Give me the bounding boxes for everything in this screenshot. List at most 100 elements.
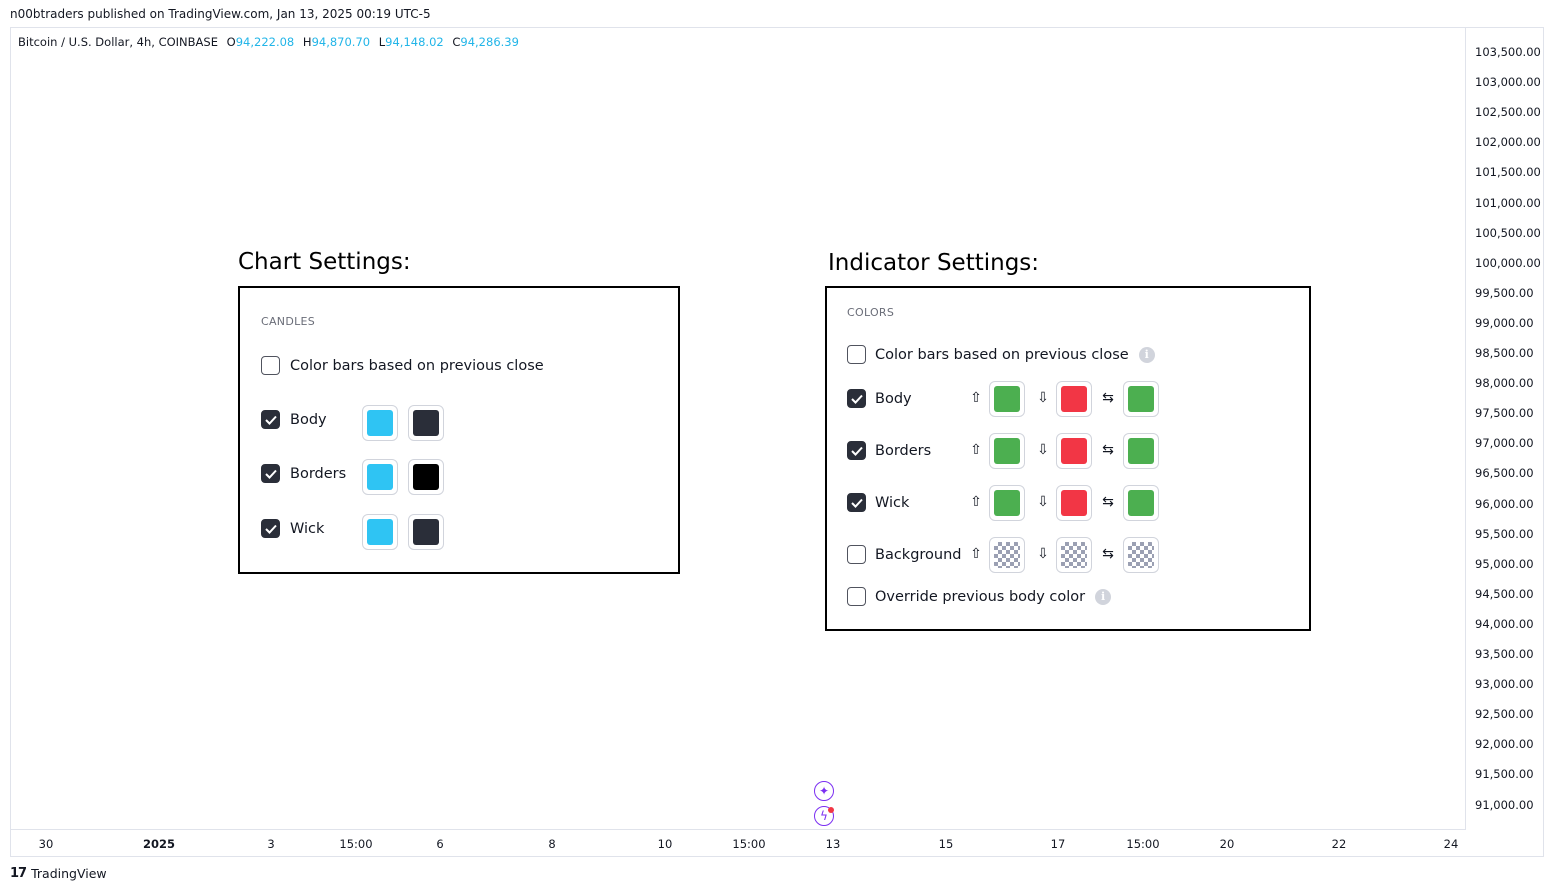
legend-open-value: 94,222.08 (235, 35, 295, 49)
arrow-down-icon: ⇩ (1037, 442, 1049, 458)
time-axis-tick: 10 (657, 837, 673, 851)
arrows-swap-icon: ⇆ (1102, 442, 1114, 458)
indicator-wick-color-swatch[interactable] (1123, 485, 1159, 521)
tradingview-brand: TradingView (31, 866, 107, 881)
indicator-row-borders[interactable]: Borders (847, 441, 931, 460)
legend-high-label: H (302, 35, 312, 49)
indicator-settings-title: Indicator Settings: (828, 250, 1040, 276)
chart-wick-checkbox[interactable] (261, 519, 280, 538)
indicator-color-bars-row[interactable]: Color bars based on previous close i (847, 345, 1155, 364)
arrows-swap-icon: ⇆ (1102, 546, 1114, 562)
notification-dot (828, 807, 834, 813)
tradingview-logo[interactable]: 17 TradingView (10, 866, 107, 881)
chart-borders-color-swatch[interactable] (408, 459, 444, 495)
legend-high-value: 94,870.70 (311, 35, 371, 49)
indicator-wick-color-swatch[interactable] (1056, 485, 1092, 521)
arrow-down-icon: ⇩ (1037, 494, 1049, 510)
color-fill (1128, 386, 1154, 412)
legend-close-label: C (452, 35, 461, 49)
indicator-row-background[interactable]: Background (847, 545, 962, 564)
indicator-body-color-swatch[interactable] (1056, 381, 1092, 417)
transparent-color-fill (1061, 542, 1087, 568)
indicator-wick-color-swatch[interactable] (989, 485, 1025, 521)
price-axis-tick: 95,000.00 (1475, 556, 1534, 571)
chart-settings-panel: CANDLES Color bars based on previous clo… (238, 286, 680, 574)
arrow-up-icon: ⇧ (970, 546, 982, 562)
override-body-color-label: Override previous body color (875, 588, 1086, 605)
chart-borders-label: Borders (290, 465, 347, 482)
color-fill (1061, 386, 1087, 412)
candles-section-header: CANDLES (261, 315, 316, 328)
arrow-down-icon: ⇩ (1037, 390, 1049, 406)
price-axis-tick: 91,500.00 (1475, 767, 1534, 782)
indicator-background-color-swatch[interactable] (1123, 537, 1159, 573)
legend-symbol: Bitcoin / U.S. Dollar, 4h, COINBASE (18, 35, 218, 49)
indicator-body-color-swatch[interactable] (989, 381, 1025, 417)
time-axis[interactable]: 30 2025 3 15:00 6 8 10 15:00 13 15 17 15:00 20 22 24 (10, 829, 1466, 857)
price-axis-tick: 103,500.00 (1475, 45, 1541, 59)
chart-color-bars-row[interactable]: Color bars based on previous close (261, 356, 544, 375)
info-icon[interactable]: i (1138, 346, 1155, 363)
indicator-borders-color-swatch[interactable] (1123, 433, 1159, 469)
price-axis-tick: 94,000.00 (1475, 616, 1534, 631)
price-axis-tick: 98,000.00 (1475, 376, 1534, 391)
indicator-body-label: Body (875, 390, 912, 407)
indicator-background-checkbox[interactable] (847, 545, 866, 564)
legend-low-label: L (378, 35, 386, 49)
indicator-borders-label: Borders (875, 442, 932, 459)
indicator-background-color-swatch[interactable] (1056, 537, 1092, 573)
indicator-row-wick[interactable]: Wick (847, 493, 909, 512)
chart-wick-color-swatch[interactable] (408, 514, 444, 550)
price-axis-tick: 91,000.00 (1475, 797, 1534, 812)
time-axis-tick: 22 (1331, 837, 1347, 851)
indicator-body-checkbox[interactable] (847, 389, 866, 408)
chart-body-color-swatch[interactable] (362, 405, 398, 441)
time-axis-tick: 20 (1219, 837, 1235, 851)
override-body-color-checkbox[interactable] (847, 587, 866, 606)
legend-close-value: 94,286.39 (460, 35, 519, 49)
info-icon[interactable]: i (1095, 588, 1112, 605)
time-axis-tick: 15:00 (732, 837, 766, 851)
transparent-color-fill (994, 542, 1020, 568)
colors-section-header: COLORS (847, 306, 895, 319)
chart-row-wick[interactable]: Wick (261, 519, 324, 538)
indicator-borders-color-swatch[interactable] (1056, 433, 1092, 469)
price-axis[interactable]: 103,500.00 103,000.00 102,500.00 102,000.00… (1465, 27, 1544, 830)
symbol-legend: Bitcoin / U.S. Dollar, 4h, COINBASE O94,… (18, 35, 519, 49)
chart-row-body[interactable]: Body (261, 410, 327, 429)
indicator-borders-checkbox[interactable] (847, 441, 866, 460)
override-body-color-row[interactable]: Override previous body color i (847, 587, 1112, 606)
chart-body-checkbox[interactable] (261, 410, 280, 429)
chart-color-bars-checkbox[interactable] (261, 356, 280, 375)
price-axis-tick: 95,500.00 (1475, 526, 1534, 541)
chart-body-label: Body (290, 411, 327, 428)
time-axis-tick: 2025 (142, 837, 176, 851)
sparkle-icon[interactable]: ✦ (814, 781, 834, 801)
indicator-body-color-swatch[interactable] (1123, 381, 1159, 417)
time-axis-tick: 30 (38, 837, 54, 851)
indicator-borders-color-swatch[interactable] (989, 433, 1025, 469)
arrow-down-icon: ⇩ (1037, 546, 1049, 562)
price-axis-tick: 93,000.00 (1475, 677, 1534, 692)
color-fill (994, 438, 1020, 464)
time-axis-tick: 15:00 (339, 837, 373, 851)
chart-row-borders[interactable]: Borders (261, 464, 346, 483)
legend-low-value: 94,148.02 (385, 35, 444, 49)
arrow-up-icon: ⇧ (970, 390, 982, 406)
indicator-row-body[interactable]: Body (847, 389, 912, 408)
time-axis-tick: 3 (267, 837, 275, 851)
color-fill (1061, 438, 1087, 464)
chart-body-color-swatch[interactable] (408, 405, 444, 441)
chart-borders-color-swatch[interactable] (362, 459, 398, 495)
color-fill (1061, 490, 1087, 516)
arrows-swap-icon: ⇆ (1102, 390, 1114, 406)
indicator-background-color-swatch[interactable] (989, 537, 1025, 573)
chart-wick-color-swatch[interactable] (362, 514, 398, 550)
chart-borders-checkbox[interactable] (261, 464, 280, 483)
price-axis-tick: 101,500.00 (1475, 165, 1541, 180)
time-axis-tick: 24 (1443, 837, 1459, 851)
indicator-wick-checkbox[interactable] (847, 493, 866, 512)
time-axis-tick: 15 (938, 837, 954, 851)
transparent-color-fill (1128, 542, 1154, 568)
indicator-color-bars-checkbox[interactable] (847, 345, 866, 364)
